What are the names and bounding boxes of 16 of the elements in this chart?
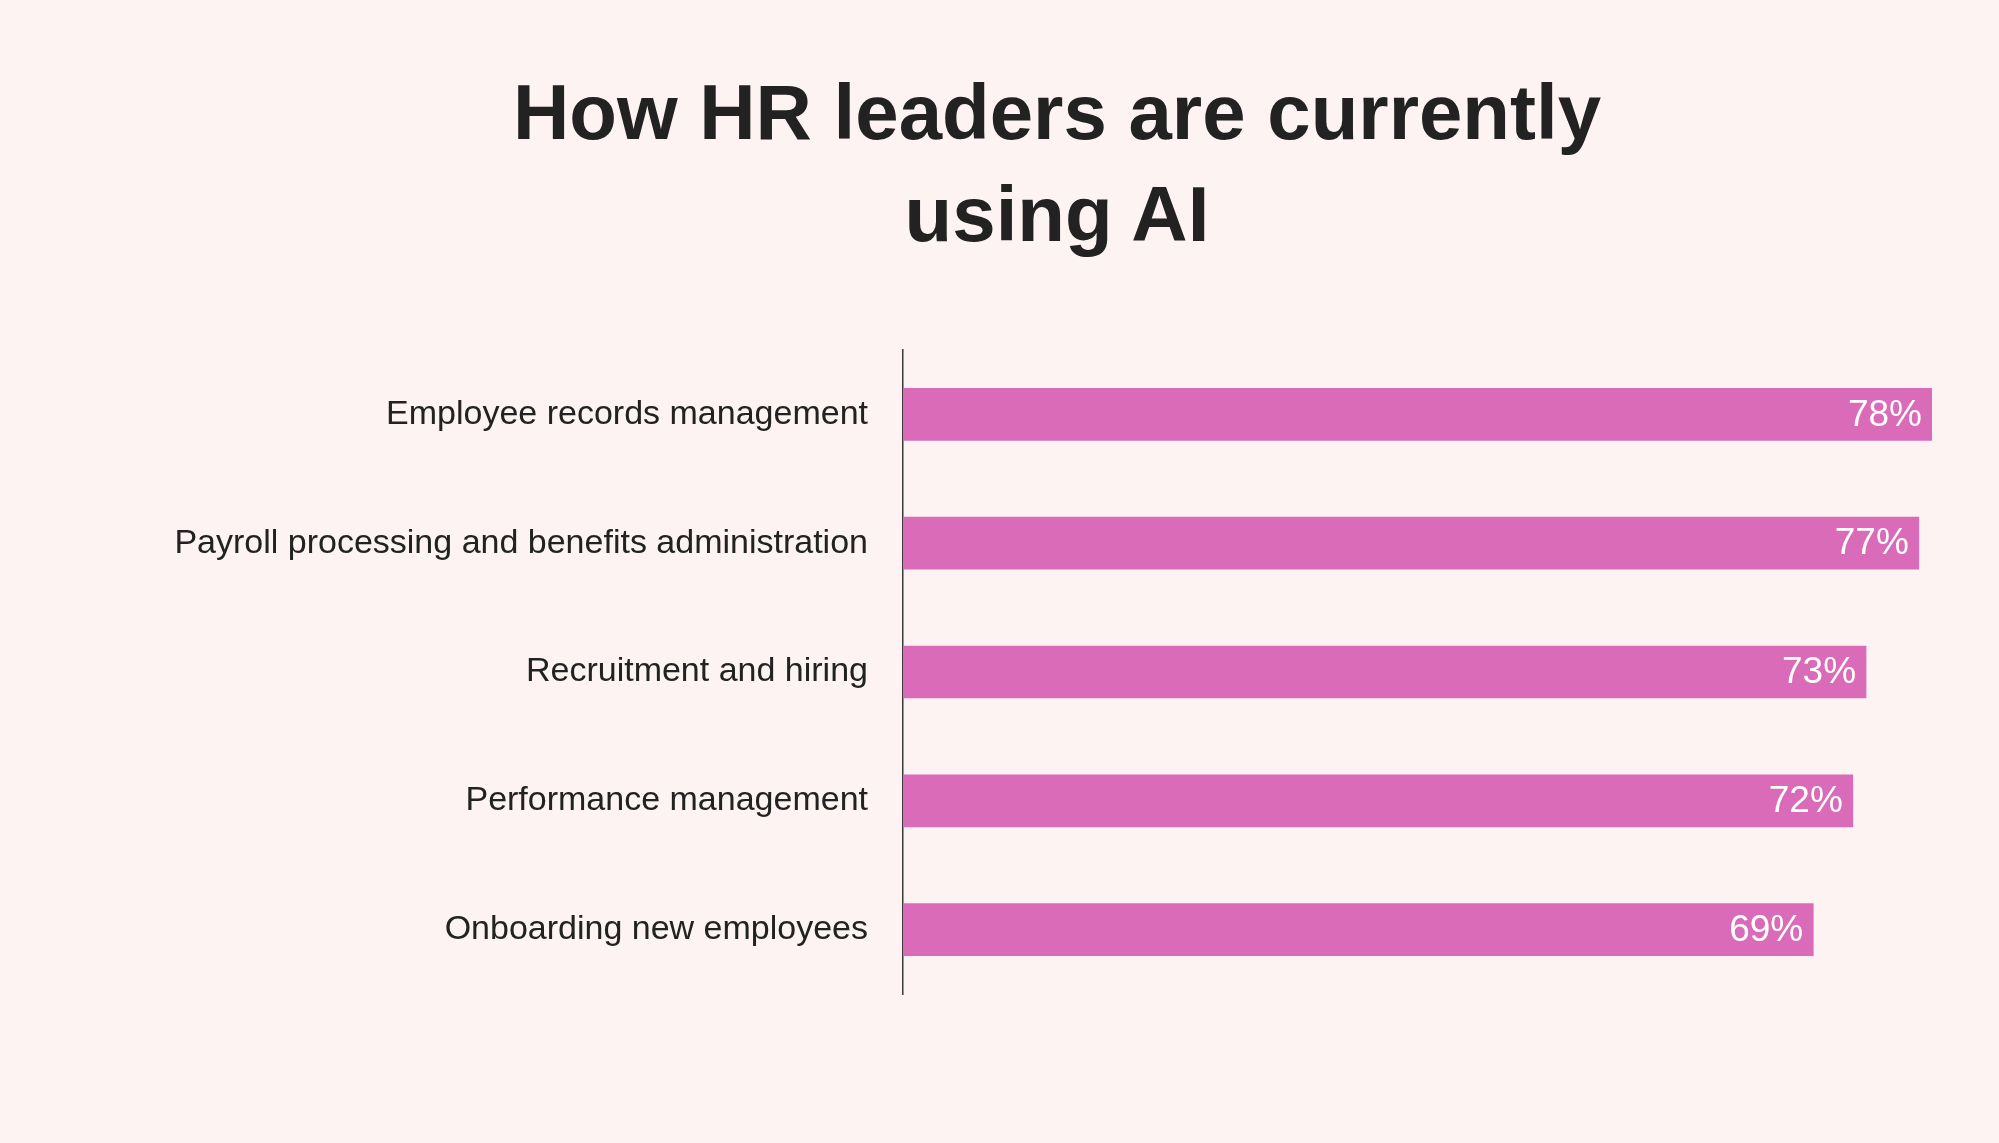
bar bbox=[903, 903, 1814, 956]
bar bbox=[903, 516, 1920, 570]
data-label: 72% bbox=[1768, 779, 1843, 820]
data-label: 73% bbox=[1781, 650, 1857, 692]
y-tick-label: Employee records management bbox=[386, 392, 869, 431]
y-tick-label: Onboarding new employees bbox=[444, 907, 868, 946]
bar bbox=[903, 388, 1932, 441]
data-label: 77% bbox=[1834, 521, 1909, 563]
y-tick-label: Recruitment and hiring bbox=[525, 650, 868, 689]
y-tick-label: Payroll processing and benefits administration bbox=[174, 521, 868, 560]
bar bbox=[903, 645, 1867, 699]
data-label: 78% bbox=[1847, 392, 1922, 434]
y-tick-label: Performance management bbox=[465, 779, 869, 818]
chart-title: How HR leaders are currently using AI bbox=[511, 67, 1603, 260]
data-label: 69% bbox=[1729, 907, 1804, 949]
bar bbox=[903, 774, 1854, 828]
